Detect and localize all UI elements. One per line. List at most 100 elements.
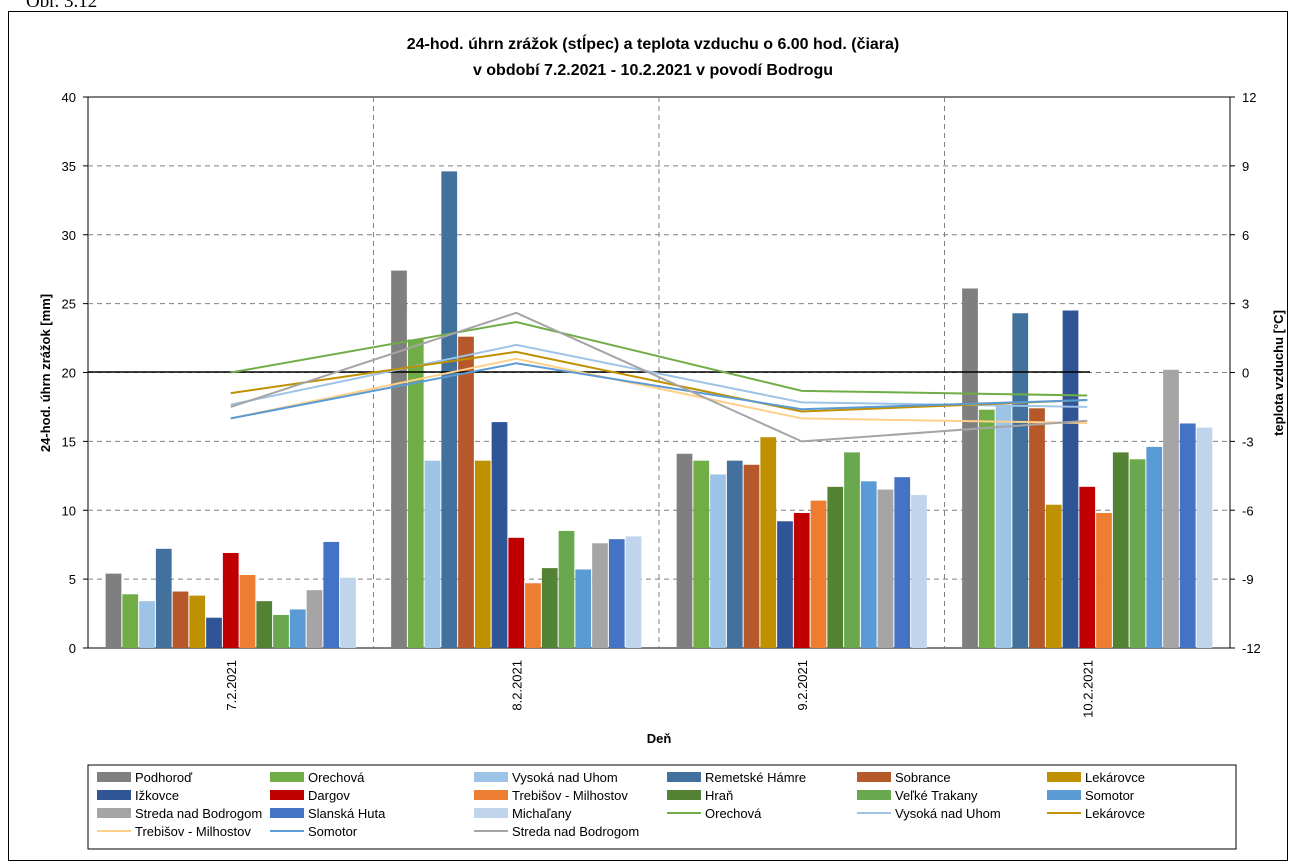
line-group [230, 311, 1088, 443]
bar [541, 568, 558, 648]
x-tick-label: 10.2.2021 [1080, 660, 1095, 718]
y-tick-label: 30 [62, 228, 76, 243]
bar [391, 270, 407, 648]
temperature-line [230, 320, 1088, 397]
bar [962, 288, 978, 648]
bar [760, 437, 777, 648]
legend-swatch [97, 790, 131, 800]
y2-tick-label: -12 [1242, 641, 1261, 656]
bar [172, 591, 189, 648]
bar [306, 590, 323, 648]
bar [1146, 446, 1163, 648]
chart-title: 24-hod. úhrn zrážok (stĺpec) a teplota v… [407, 33, 900, 53]
bar [1079, 486, 1096, 648]
legend-label: Vysoká nad Uhom [895, 806, 1001, 821]
bar [894, 477, 911, 648]
bar [491, 422, 508, 648]
temperature-line [230, 350, 1088, 413]
axes: 0 5 10 15 20 25 30 35 40 -12 -9 -6 -3 0 3 6 9 12 7.2.2021 8… [62, 90, 1261, 718]
bar [222, 552, 239, 648]
bar [189, 595, 206, 648]
bar [1029, 408, 1045, 648]
bar [793, 513, 810, 648]
x-tick-label: 7.2.2021 [224, 660, 239, 711]
y2-tick-label: -3 [1242, 434, 1254, 449]
y2-tick-label: 6 [1242, 228, 1249, 243]
legend-swatch [270, 772, 304, 782]
bar [995, 405, 1012, 648]
legend: Podhoroď Orechová Vysoká nad Uhom Remetské … [97, 770, 1145, 839]
legend-swatch [270, 790, 304, 800]
figure-caption: Obr. 3.12 [26, 0, 98, 12]
legend-swatch [474, 772, 508, 782]
temperature-line [230, 357, 1088, 425]
y-tick-label: 10 [62, 503, 76, 518]
bar [810, 500, 827, 648]
legend-label: Ižkovce [135, 788, 179, 803]
bar [239, 574, 256, 648]
y2-axis-title: teplota vzduchu [°C] [1271, 310, 1286, 436]
bar [458, 336, 474, 648]
legend-label: Somotor [308, 824, 358, 839]
bar [424, 460, 441, 648]
bar [592, 543, 608, 648]
legend-label: Trebišov - Milhostov [135, 824, 251, 839]
legend-label: Podhoroď [135, 770, 193, 785]
y2-tick-label: 3 [1242, 297, 1249, 312]
legend-swatch [474, 808, 508, 818]
legend-label: Vysoká nad Uhom [512, 770, 618, 785]
legend-label: Trebišov - Milhostov [512, 788, 628, 803]
bar [1179, 423, 1196, 648]
legend-label: Somotor [1085, 788, 1135, 803]
bar-group [105, 171, 1213, 648]
y-tick-label: 15 [62, 434, 76, 449]
bar [860, 481, 877, 648]
bar [273, 614, 289, 648]
bar [105, 573, 122, 648]
bar [407, 339, 424, 648]
y-tick-label: 0 [69, 641, 76, 656]
bar [1045, 504, 1062, 648]
legend-swatch [97, 808, 131, 818]
bar [1129, 459, 1146, 648]
bar [206, 617, 222, 648]
legend-swatch [857, 790, 891, 800]
legend-label: Michaľany [512, 806, 572, 821]
y-tick-label: 5 [69, 572, 76, 587]
y2-tick-label: 0 [1242, 366, 1249, 381]
bar [608, 539, 625, 648]
legend-swatch [1047, 772, 1081, 782]
bar [575, 569, 592, 648]
y2-tick-label: -9 [1242, 572, 1254, 587]
legend-label: Dargov [308, 788, 350, 803]
legend-label: Remetské Hámre [705, 770, 806, 785]
bar [139, 601, 155, 648]
y-tick-label: 35 [62, 159, 76, 174]
legend-label: Streda nad Bodrogom [512, 824, 639, 839]
bar [877, 489, 894, 648]
legend-swatch [474, 790, 508, 800]
bar [474, 460, 491, 648]
bar [323, 541, 340, 648]
bar [525, 583, 541, 648]
legend-label: Orechová [308, 770, 365, 785]
bar [710, 474, 726, 648]
bar [726, 460, 743, 648]
bar [1196, 427, 1213, 648]
legend-label: Streda nad Bodrogom [135, 806, 262, 821]
x-tick-label: 9.2.2021 [795, 660, 810, 711]
bar [844, 452, 860, 648]
bar [122, 594, 139, 648]
legend-label: Orechová [705, 806, 762, 821]
chart-subtitle: v období 7.2.2021 - 10.2.2021 v povodí B… [473, 62, 833, 79]
legend-label: Sobrance [895, 770, 951, 785]
legend-swatch [667, 772, 701, 782]
bar [978, 409, 995, 648]
bar [676, 453, 693, 648]
bar [558, 530, 575, 648]
temperature-line [230, 311, 1088, 443]
bar [625, 536, 642, 648]
legend-label: Lekárovce [1085, 770, 1145, 785]
bar [1112, 452, 1129, 648]
